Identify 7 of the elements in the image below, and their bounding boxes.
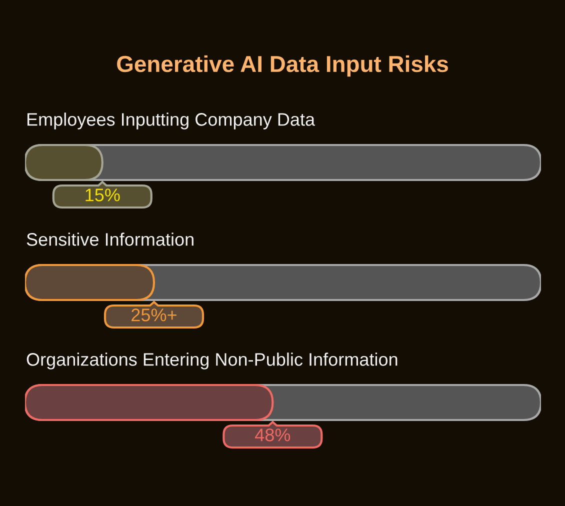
y-tick-label: Organizations Entering Non-Public Information [26, 352, 398, 370]
y-tick-label: Sensitive Information [26, 232, 194, 246]
data-label: 48% [255, 428, 290, 442]
chart-title: Generative AI Data Input Risks [117, 55, 448, 77]
data-label: 15% [86, 188, 120, 202]
y-tick-label: Employees Inputting Company Data [27, 112, 316, 130]
data-label: 25%+ [132, 308, 176, 322]
